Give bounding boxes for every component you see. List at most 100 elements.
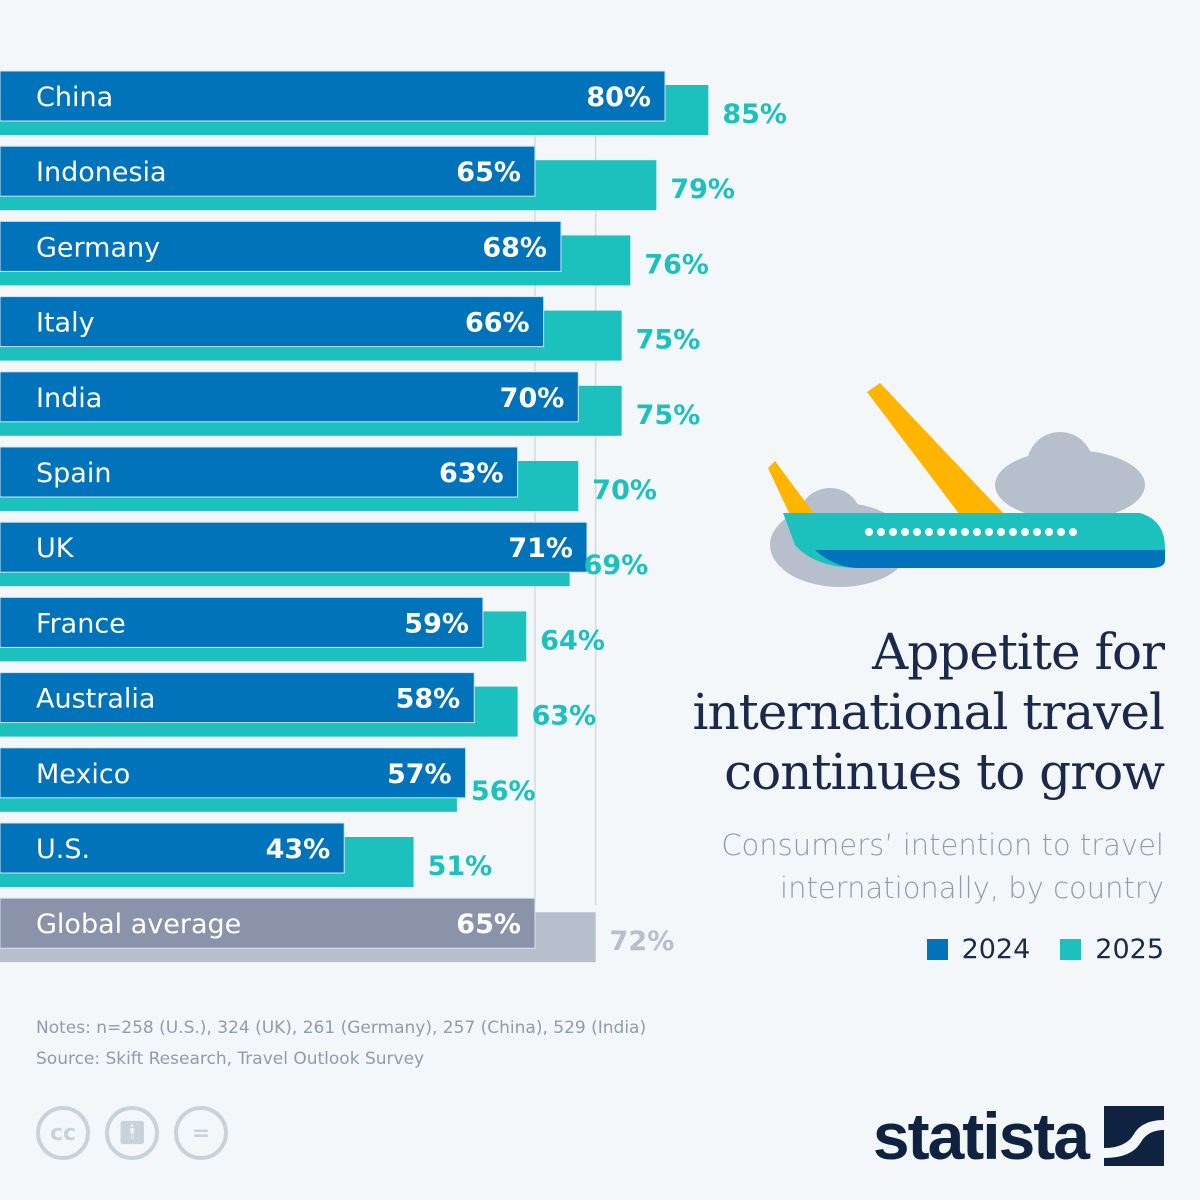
cc-icon[interactable]: cc [36, 1106, 90, 1160]
value-label-2025: 64% [540, 625, 605, 656]
category-label: Global average [36, 909, 241, 940]
bar-row: Germany 68% 76% [0, 220, 709, 286]
value-label-2024: 70% [500, 383, 565, 414]
plane-window [889, 528, 897, 536]
legend-swatch [926, 939, 948, 960]
statista-logo-icon [1104, 1106, 1164, 1166]
category-label: Australia [36, 684, 155, 715]
value-label-2024: 57% [387, 759, 452, 790]
plane-window [1057, 528, 1065, 536]
category-label: Germany [36, 232, 160, 263]
plane-window [877, 528, 885, 536]
value-label-2024: 65% [456, 909, 521, 940]
plane-window [925, 528, 933, 536]
value-label-2024: 71% [508, 533, 573, 564]
category-label: France [36, 608, 126, 639]
plane-window [1009, 528, 1017, 536]
plane-window [865, 528, 873, 536]
value-label-2024: 80% [586, 82, 651, 113]
plane-window [997, 528, 1005, 536]
value-label-2025: 85% [722, 99, 787, 130]
bar-row: Indonesia 65% 79% [0, 145, 735, 211]
legend: 2024 2025 [926, 934, 1164, 965]
plane-window [949, 528, 957, 536]
bar-2024 [0, 596, 484, 648]
bar-row: France 59% 64% [0, 596, 605, 662]
notes-text: Notes: n=258 (U.S.), 324 (UK), 261 (Germ… [36, 1018, 647, 1038]
category-label: India [36, 383, 102, 414]
legend-item-2024: 2024 [926, 934, 1031, 965]
bar-row: Global average 65% 72% [0, 897, 675, 963]
category-label: UK [36, 533, 75, 564]
plane-window [901, 528, 909, 536]
title-line: continues to grow [724, 743, 1165, 801]
value-label-2025: 51% [428, 851, 493, 882]
value-label-2025: 75% [636, 400, 701, 431]
plane-tail [768, 461, 815, 515]
legend-label: 2024 [961, 934, 1031, 965]
title-line: international travel [692, 683, 1165, 741]
bar-row: Australia 58% 63% [0, 672, 597, 737]
plane-window [985, 528, 993, 536]
plane-window [1045, 528, 1053, 536]
value-label-2025: 63% [532, 701, 597, 732]
license-icons[interactable]: cc 🚹︎ = [36, 1106, 228, 1160]
subtitle-line: Consumers’ intention to travel [721, 828, 1164, 862]
bar-row: UK 71% 69% [0, 521, 649, 587]
plane-window [1069, 528, 1077, 536]
bar-2024 [0, 296, 545, 348]
source-text: Source: Skift Research, Travel Outlook S… [36, 1049, 425, 1069]
category-label: Indonesia [36, 157, 167, 188]
category-label: Mexico [36, 759, 130, 790]
chart-title: Appetite for international travel contin… [604, 622, 1165, 802]
no-derivatives-icon[interactable]: = [174, 1106, 228, 1160]
bar-2024 [0, 822, 345, 874]
value-label-2025: 79% [670, 174, 735, 205]
plane-window [961, 528, 969, 536]
value-label-2024: 58% [396, 684, 461, 715]
bar-2024 [0, 70, 666, 122]
legend-label: 2025 [1095, 934, 1164, 965]
bar-2024 [0, 220, 562, 272]
logo-wordmark: statista [872, 1099, 1090, 1173]
statista-logo[interactable]: statista [873, 1098, 1164, 1174]
value-label-2025: 70% [592, 475, 657, 506]
value-label-2024: 63% [439, 458, 504, 489]
subtitle-line: internationally, by country [780, 871, 1164, 905]
bar-2024 [0, 747, 467, 799]
category-label: China [36, 82, 113, 113]
bar-2024 [0, 446, 519, 498]
value-label-2025: 72% [610, 926, 675, 957]
bar-row: Spain 63% 70% [0, 446, 657, 511]
bar-2024 [0, 371, 579, 423]
footnotes: Notes: n=258 (U.S.), 324 (UK), 261 (Germ… [36, 1013, 646, 1075]
value-label-2024: 59% [404, 608, 469, 639]
bar-2024 [0, 521, 588, 573]
plane-window [913, 528, 921, 536]
airplane-illustration [768, 383, 1165, 587]
value-label-2025: 69% [584, 550, 649, 581]
title-line: Appetite for [872, 623, 1165, 681]
bar-row: India 70% 75% [0, 371, 701, 436]
value-label-2025: 76% [644, 249, 709, 280]
plane-window [937, 528, 945, 536]
plane-wing [867, 383, 1005, 515]
value-label-2024: 68% [482, 232, 547, 263]
bar-row: Italy 66% 75% [0, 296, 701, 361]
category-label: Italy [36, 308, 95, 339]
bar-2024 [0, 672, 475, 724]
bar-2024 [0, 897, 536, 949]
chart-subtitle: Consumers’ intention to travel internati… [604, 824, 1164, 910]
plane-window [1021, 528, 1029, 536]
plane-window [1033, 528, 1041, 536]
bar-2024 [0, 145, 536, 197]
value-label-2025: 75% [636, 325, 701, 356]
attribution-icon[interactable]: 🚹︎ [105, 1106, 159, 1160]
bar-row: China 80% 85% [0, 70, 787, 135]
value-label-2024: 43% [266, 834, 331, 865]
value-label-2024: 66% [465, 308, 530, 339]
legend-swatch [1060, 939, 1082, 960]
value-label-2024: 65% [456, 157, 521, 188]
legend-item-2025: 2025 [1060, 934, 1164, 965]
bar-row: Mexico 57% 56% [0, 747, 536, 812]
